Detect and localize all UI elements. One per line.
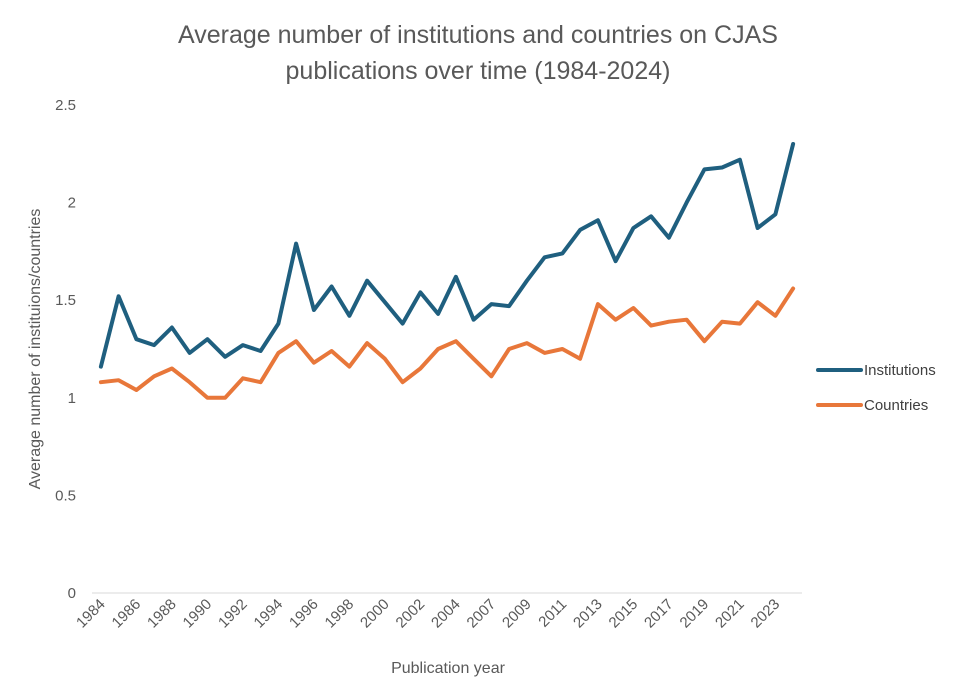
x-tick-label: 1986 — [109, 596, 145, 632]
x-tick-label: 2000 — [357, 596, 393, 632]
y-tick-label: 2 — [68, 195, 76, 212]
y-tick-label: 0 — [68, 585, 76, 602]
x-axis-ticks: 1984 1986 1988 1990 1992 1994 1996 1998 2000 2002… — [73, 596, 783, 632]
y-tick-label: 0.5 — [55, 487, 76, 504]
x-tick-label: 2011 — [535, 596, 570, 631]
x-tick-label: 2019 — [677, 596, 713, 632]
chart-title-line-2: publications over time (1984-2024) — [286, 57, 671, 85]
x-tick-label: 1984 — [73, 596, 109, 632]
y-tick-label: 2.5 — [55, 97, 76, 114]
legend-label-institutions: Institutions — [864, 362, 936, 379]
x-tick-label: 2007 — [464, 596, 500, 632]
x-tick-label: 2004 — [428, 596, 464, 632]
y-axis-ticks: 0 0.5 1 1.5 2 2.5 — [55, 97, 76, 602]
legend: Institutions Countries — [816, 362, 936, 414]
x-tick-label: 2002 — [393, 596, 429, 632]
x-tick-label: 2009 — [499, 596, 535, 632]
x-tick-label: 1996 — [286, 596, 322, 632]
x-tick-label: 1988 — [144, 596, 180, 632]
legend-label-countries: Countries — [864, 397, 928, 414]
series-line-countries — [98, 286, 796, 400]
x-tick-label: 1994 — [251, 596, 287, 632]
y-tick-label: 1 — [68, 390, 76, 407]
x-tick-label: 1998 — [322, 596, 358, 632]
chart-title-line-1: Average number of institutions and count… — [178, 21, 778, 49]
x-tick-label: 2023 — [748, 596, 784, 632]
y-axis-label: Average number of instituions/countries — [27, 209, 44, 490]
y-tick-label: 1.5 — [55, 292, 76, 309]
x-tick-label: 1990 — [180, 596, 216, 632]
series-line-institutions — [98, 142, 796, 369]
x-tick-label: 2021 — [712, 596, 748, 632]
x-tick-label: 2015 — [606, 596, 642, 632]
x-tick-label: 1992 — [215, 596, 251, 632]
x-tick-label: 2017 — [641, 596, 677, 632]
x-axis-label: Publication year — [391, 660, 506, 677]
x-tick-label: 2013 — [570, 596, 606, 632]
series-lines — [98, 142, 796, 400]
